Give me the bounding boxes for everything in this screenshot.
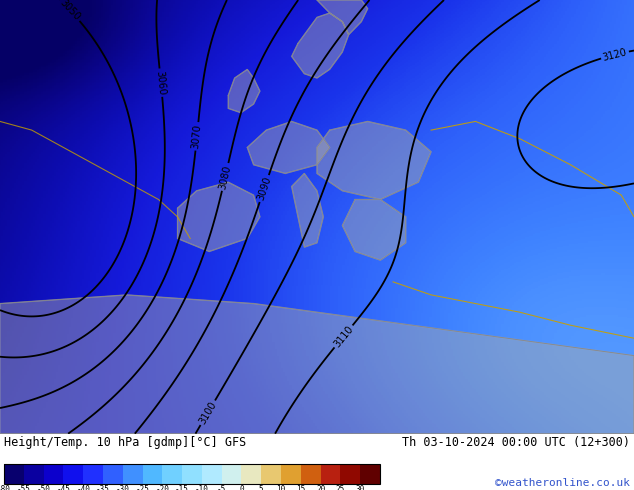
Bar (182, 464, 202, 484)
Polygon shape (178, 182, 260, 251)
Text: -5: -5 (217, 485, 226, 490)
Bar (4, 464, 24, 484)
Polygon shape (292, 13, 349, 78)
Polygon shape (0, 295, 634, 434)
Text: 30: 30 (356, 485, 365, 490)
Text: 25: 25 (336, 485, 345, 490)
Text: 3050: 3050 (58, 0, 82, 23)
Text: -10: -10 (195, 485, 209, 490)
Text: 15: 15 (296, 485, 306, 490)
Bar (321, 464, 340, 484)
Bar (4, 464, 380, 484)
Text: 10: 10 (276, 485, 286, 490)
Bar (202, 464, 222, 484)
Text: -35: -35 (96, 485, 110, 490)
Text: Height/Temp. 10 hPa [gdmp][°C] GFS: Height/Temp. 10 hPa [gdmp][°C] GFS (4, 436, 246, 449)
Bar (242, 464, 261, 484)
Text: 20: 20 (316, 485, 325, 490)
Bar (83, 464, 103, 484)
Bar (222, 464, 242, 484)
Bar (162, 464, 182, 484)
Text: 3120: 3120 (602, 47, 628, 63)
Bar (340, 464, 360, 484)
Text: 5: 5 (259, 485, 264, 490)
Polygon shape (317, 122, 431, 199)
Polygon shape (342, 199, 406, 260)
Text: -20: -20 (155, 485, 169, 490)
Text: -55: -55 (17, 485, 30, 490)
Text: 0: 0 (239, 485, 244, 490)
Polygon shape (228, 70, 260, 113)
Bar (44, 464, 63, 484)
Text: ©weatheronline.co.uk: ©weatheronline.co.uk (495, 478, 630, 488)
Bar (143, 464, 162, 484)
Bar (24, 464, 44, 484)
Text: 3110: 3110 (332, 324, 355, 349)
Text: 3090: 3090 (256, 175, 273, 202)
Bar (103, 464, 123, 484)
Text: 3100: 3100 (197, 400, 218, 426)
Bar (123, 464, 143, 484)
Text: -25: -25 (136, 485, 150, 490)
Text: -80: -80 (0, 485, 11, 490)
Polygon shape (247, 122, 330, 173)
Text: Th 03-10-2024 00:00 UTC (12+300): Th 03-10-2024 00:00 UTC (12+300) (402, 436, 630, 449)
Bar (281, 464, 301, 484)
Bar (301, 464, 321, 484)
Text: -50: -50 (37, 485, 51, 490)
Text: 3080: 3080 (217, 164, 233, 190)
Text: -45: -45 (56, 485, 70, 490)
Bar (63, 464, 83, 484)
Polygon shape (292, 173, 323, 247)
Bar (360, 464, 380, 484)
Text: -15: -15 (175, 485, 189, 490)
Text: -40: -40 (76, 485, 90, 490)
Text: -30: -30 (116, 485, 130, 490)
Polygon shape (317, 0, 368, 35)
Bar (261, 464, 281, 484)
Text: 3060: 3060 (155, 70, 167, 96)
Text: 3070: 3070 (191, 123, 203, 149)
